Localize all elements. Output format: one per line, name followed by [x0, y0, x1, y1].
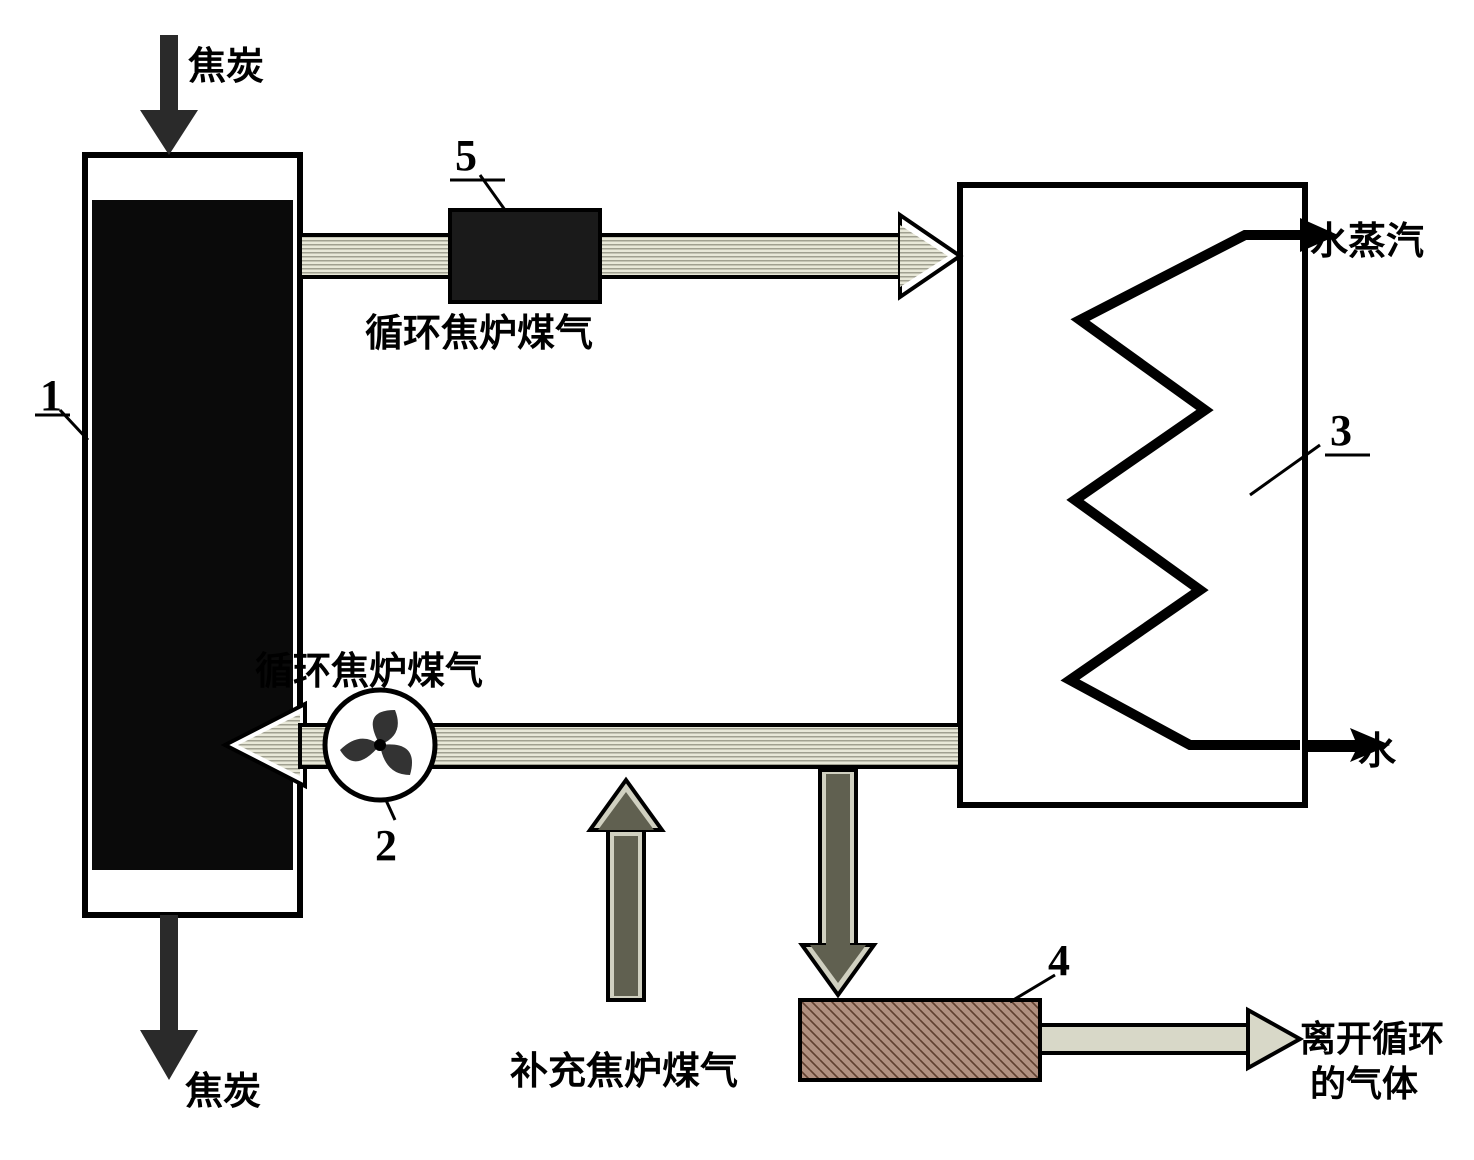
block-5 [450, 210, 600, 302]
circ-gas-out-pipe [300, 215, 960, 297]
separator-box [800, 1000, 1040, 1080]
label-coke-in: 焦炭 [188, 35, 264, 90]
num-2: 2 [375, 820, 397, 871]
fan-blower [325, 690, 435, 800]
num-1: 1 [40, 370, 62, 421]
makeup-gas-arrow [590, 780, 662, 1000]
label-circ-top: 循环焦炉煤气 [365, 302, 593, 357]
exit-gas-arrow [1040, 1010, 1300, 1068]
branch-to-separator [802, 770, 874, 995]
label-water: 水 [1358, 720, 1396, 775]
num-4: 4 [1048, 935, 1070, 986]
label-exit-2: 的气体 [1310, 1055, 1418, 1107]
label-coke-out: 焦炭 [185, 1060, 261, 1115]
label-steam: 水蒸汽 [1310, 210, 1424, 265]
label-circ-return: 循环焦炉煤气 [255, 640, 483, 695]
coke-out-arrow [140, 915, 198, 1080]
heat-exchanger [960, 185, 1305, 805]
num-5: 5 [455, 130, 477, 181]
num-3: 3 [1330, 405, 1352, 456]
label-makeup: 补充焦炉煤气 [510, 1040, 738, 1095]
diagram-canvas [0, 0, 1474, 1160]
coke-tower [85, 155, 300, 915]
